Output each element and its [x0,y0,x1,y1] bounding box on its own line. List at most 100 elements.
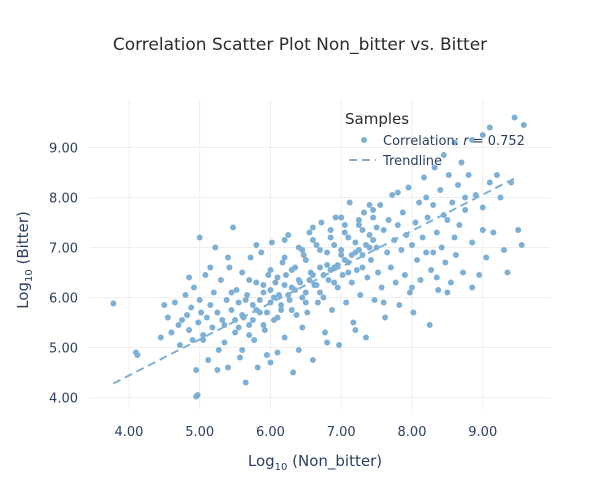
data-point [228,307,235,313]
legend-item-scatter[interactable]: Correlation: r = 0.752 [361,134,525,149]
x-tick-label: 5.00 [185,425,214,440]
data-point [228,289,235,296]
data-point [345,234,352,241]
data-point [385,217,392,223]
data-point [288,267,295,273]
data-point [339,272,346,278]
x-axis-title-pre: Log [248,452,275,470]
legend[interactable]: Samples Correlation: r = 0.752 Trendline [345,110,525,169]
data-point [352,327,359,333]
chart-title: Correlation Scatter Plot Non_bitter vs. … [113,35,487,55]
data-point [409,242,415,248]
data-point [377,202,384,208]
data-point [278,307,285,313]
x-tick-label: 6.00 [256,425,285,440]
data-point [268,239,275,246]
data-point [168,329,175,336]
data-point [261,327,268,333]
data-point [198,309,205,316]
legend-item-trendline[interactable]: Trendline [349,154,442,169]
data-point [196,234,203,241]
data-point [219,317,226,323]
data-point [267,267,274,273]
x-tick-label: 9.00 [468,425,497,440]
data-point [336,342,343,348]
data-point [430,202,437,208]
data-point [359,264,366,271]
data-point [423,194,430,201]
x-axis-title: Log10 (Non_bitter) [248,452,382,473]
data-point [242,297,249,303]
data-point [359,252,366,258]
data-point [225,254,231,261]
data-point [320,294,327,301]
data-point [387,264,394,271]
data-point [272,279,279,286]
data-point [176,342,183,348]
data-point [428,267,435,273]
trendline-layer [112,175,519,385]
data-point [207,264,214,271]
data-point [518,242,525,248]
data-point [232,317,239,323]
data-point [214,309,221,316]
data-point [164,314,171,321]
data-point [324,262,331,268]
data-point [479,204,486,211]
data-point [317,289,323,296]
data-point [306,277,313,283]
data-point [247,254,254,261]
data-point [246,332,253,338]
data-point [476,272,483,278]
data-point [508,179,515,186]
data-point [318,219,325,226]
data-point [375,269,381,276]
data-point [417,277,424,283]
data-point [217,277,224,283]
data-point [350,319,357,326]
data-point [421,174,427,181]
data-point [254,364,261,371]
data-point [324,339,331,346]
data-point [242,379,249,386]
data-point [271,294,277,301]
data-point [274,349,281,356]
data-point [444,217,451,223]
data-point [389,192,396,198]
data-point [283,272,289,278]
data-point [366,232,373,238]
data-point [392,279,399,286]
data-point [267,359,274,366]
data-point [309,224,316,231]
data-point [317,247,323,253]
legend-label-post: = 0.752 [469,134,525,149]
data-point [189,337,196,343]
data-point [207,302,214,308]
data-point [406,289,413,296]
data-point [232,329,239,336]
y-axis-title: Log10 (Bitter) [14,211,35,309]
trendline [112,175,519,385]
data-point [235,324,242,331]
data-point [309,357,316,363]
data-point [331,279,338,286]
data-point [391,237,398,243]
data-point [451,234,458,241]
data-point [483,254,490,261]
data-point [384,249,391,256]
data-point [458,159,465,166]
data-point [394,189,401,196]
data-point [237,354,243,361]
data-point [302,289,309,296]
data-point [472,192,479,198]
data-point [239,347,246,353]
data-point [322,329,328,336]
data-point [260,282,267,288]
data-point [465,172,472,178]
data-point [267,287,274,293]
data-point [486,179,493,186]
data-point [440,212,447,218]
data-point [497,194,504,201]
data-point [426,322,433,328]
data-point [188,304,195,311]
